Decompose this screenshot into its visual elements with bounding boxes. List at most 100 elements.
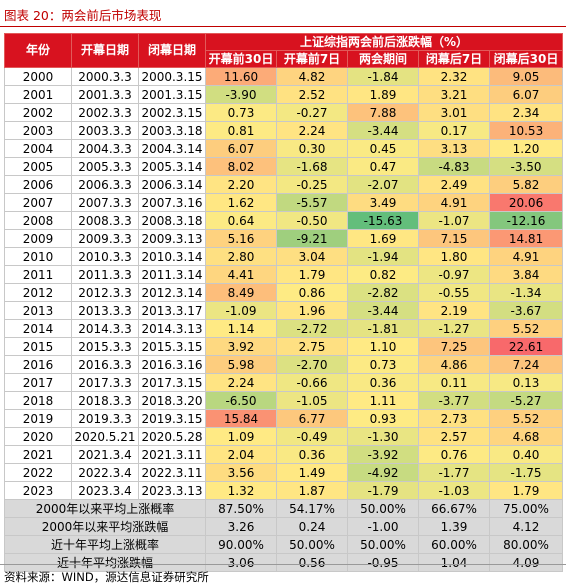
summary-value-pre-30d: 3.06 <box>205 553 277 572</box>
close-date-cell: 2009.3.13 <box>138 229 206 248</box>
header-post-30d: 闭幕后30日 <box>488 50 564 68</box>
value-cell-during: -4.92 <box>347 463 419 482</box>
value-cell-pre-30d: 1.09 <box>205 427 277 446</box>
value-cell-post-30d: 14.81 <box>488 229 564 248</box>
year-cell: 2010 <box>4 247 72 266</box>
open-date-cell: 2003.3.3 <box>71 121 139 140</box>
summary-row: 2000年以来平均涨跌幅 3.26 0.24 -1.00 1.39 4.12 <box>4 517 564 536</box>
table-row: 2012 2012.3.3 2012.3.14 8.49 0.86 -2.82 -0.55-… <box>4 283 564 302</box>
summary-value-post-30d: 4.09 <box>488 553 564 572</box>
close-date-cell: 2021.3.11 <box>138 445 206 464</box>
value-cell-post-30d: 20.06 <box>488 193 564 212</box>
value-cell-pre-30d: 2.04 <box>205 445 277 464</box>
year-cell: 2003 <box>4 121 72 140</box>
value-cell-during: 0.36 <box>347 373 419 392</box>
table-row: 2023 2023.3.4 2023.3.13 1.32 1.87 -1.79 -1.03 1… <box>4 481 564 500</box>
table-row: 2010 2010.3.3 2010.3.14 2.80 3.04 -1.94 1.80 4.… <box>4 247 564 266</box>
value-cell-post-30d: 0.40 <box>488 445 564 464</box>
table-row: 2002 2002.3.3 2002.3.15 0.73 -0.27 7.88 3.01 2.… <box>4 103 564 122</box>
summary-label: 2000年以来平均上涨概率 <box>4 499 206 518</box>
value-cell-during: 0.73 <box>347 355 419 374</box>
year-cell: 2021 <box>4 445 72 464</box>
footer-divider <box>0 564 566 565</box>
year-cell: 2018 <box>4 391 72 410</box>
close-date-cell: 2023.3.13 <box>138 481 206 500</box>
value-cell-pre-30d: -1.09 <box>205 301 277 320</box>
table-row: 2021 2021.3.4 2021.3.11 2.04 0.36 -3.92 0.76 0.… <box>4 445 564 464</box>
year-cell: 2013 <box>4 301 72 320</box>
close-date-cell: 2006.3.14 <box>138 175 206 194</box>
value-cell-pre-30d: 0.64 <box>205 211 277 230</box>
value-cell-post-7d: 4.91 <box>418 193 490 212</box>
close-date-cell: 2002.3.15 <box>138 103 206 122</box>
value-cell-during: 1.69 <box>347 229 419 248</box>
value-cell-during: 0.45 <box>347 139 419 158</box>
value-cell-pre-7d: 1.96 <box>276 301 348 320</box>
table-row: 2014 2014.3.3 2014.3.13 1.14 -2.72 -1.81 -1.27… <box>4 319 564 338</box>
summary-value-pre-7d: 54.17% <box>276 499 348 518</box>
value-cell-pre-7d: -0.50 <box>276 211 348 230</box>
open-date-cell: 2014.3.3 <box>71 319 139 338</box>
header-pre-30d: 开幕前30日 <box>205 50 277 68</box>
value-cell-during: 1.89 <box>347 85 419 104</box>
year-cell: 2005 <box>4 157 72 176</box>
value-cell-pre-7d: 0.30 <box>276 139 348 158</box>
summary-value-pre-7d: 0.56 <box>276 553 348 572</box>
year-cell: 2001 <box>4 85 72 104</box>
summary-value-pre-30d: 87.50% <box>205 499 277 518</box>
year-cell: 2007 <box>4 193 72 212</box>
table-row: 2008 2008.3.3 2008.3.18 0.64 -0.50 -15.63 -1.0… <box>4 211 564 230</box>
value-cell-pre-30d: 0.81 <box>205 121 277 140</box>
table-row: 2013 2013.3.3 2013.3.17 -1.09 1.96 -3.44 2.19-… <box>4 301 564 320</box>
value-cell-during: -3.44 <box>347 121 419 140</box>
table-row: 2015 2015.3.3 2015.3.15 3.92 2.75 1.10 7.25 22.… <box>4 337 564 356</box>
table-row: 2020 2020.5.21 2020.5.28 1.09 -0.49 -1.30 2.57… <box>4 427 564 446</box>
value-cell-pre-30d: 3.56 <box>205 463 277 482</box>
table-row: 2011 2011.3.3 2011.3.14 4.41 1.79 0.82 -0.97 3.… <box>4 265 564 284</box>
year-cell: 2009 <box>4 229 72 248</box>
value-cell-during: -3.44 <box>347 301 419 320</box>
value-cell-pre-7d: -5.57 <box>276 193 348 212</box>
close-date-cell: 2015.3.15 <box>138 337 206 356</box>
value-cell-pre-7d: 1.79 <box>276 265 348 284</box>
value-cell-post-7d: 1.80 <box>418 247 490 266</box>
value-cell-pre-30d: 6.07 <box>205 139 277 158</box>
table-row: 2018 2018.3.3 2018.3.20 -6.50 -1.05 1.11 -3.77… <box>4 391 564 410</box>
market-performance-table: 年份 开幕日期 闭幕日期 上证综指两会前后涨跌幅（%） 开幕前30日 开幕前7日… <box>4 33 564 572</box>
value-cell-pre-7d: -1.68 <box>276 157 348 176</box>
summary-label: 2000年以来平均涨跌幅 <box>4 517 206 536</box>
close-date-cell: 2012.3.14 <box>138 283 206 302</box>
close-date-cell: 2017.3.15 <box>138 373 206 392</box>
value-cell-post-30d: 3.84 <box>488 265 564 284</box>
close-date-cell: 2016.3.16 <box>138 355 206 374</box>
close-date-cell: 2018.3.20 <box>138 391 206 410</box>
open-date-cell: 2006.3.3 <box>71 175 139 194</box>
value-cell-pre-7d: -2.72 <box>276 319 348 338</box>
value-cell-during: -1.94 <box>347 247 419 266</box>
year-cell: 2011 <box>4 265 72 284</box>
value-cell-post-30d: 1.79 <box>488 481 564 500</box>
summary-value-pre-7d: 50.00% <box>276 535 348 554</box>
value-cell-pre-7d: 2.52 <box>276 85 348 104</box>
value-cell-post-7d: 2.73 <box>418 409 490 428</box>
value-cell-post-7d: 7.25 <box>418 337 490 356</box>
value-cell-post-7d: 7.15 <box>418 229 490 248</box>
year-cell: 2017 <box>4 373 72 392</box>
value-cell-post-7d: -4.83 <box>418 157 490 176</box>
summary-value-during: 50.00% <box>347 535 419 554</box>
value-cell-pre-7d: 2.24 <box>276 121 348 140</box>
value-cell-post-7d: -0.97 <box>418 265 490 284</box>
value-cell-pre-7d: -0.66 <box>276 373 348 392</box>
open-date-cell: 2019.3.3 <box>71 409 139 428</box>
figure-caption: 图表 20：两会前后市场表现 <box>4 8 162 23</box>
value-cell-post-7d: 2.32 <box>418 67 490 86</box>
value-cell-post-30d: -1.75 <box>488 463 564 482</box>
open-date-cell: 2009.3.3 <box>71 229 139 248</box>
value-cell-pre-30d: 1.32 <box>205 481 277 500</box>
value-cell-post-30d: 5.82 <box>488 175 564 194</box>
summary-value-post-30d: 75.00% <box>488 499 564 518</box>
summary-label: 近十年平均上涨概率 <box>4 535 206 554</box>
value-cell-post-7d: 2.19 <box>418 301 490 320</box>
year-cell: 2020 <box>4 427 72 446</box>
value-cell-post-30d: -1.34 <box>488 283 564 302</box>
